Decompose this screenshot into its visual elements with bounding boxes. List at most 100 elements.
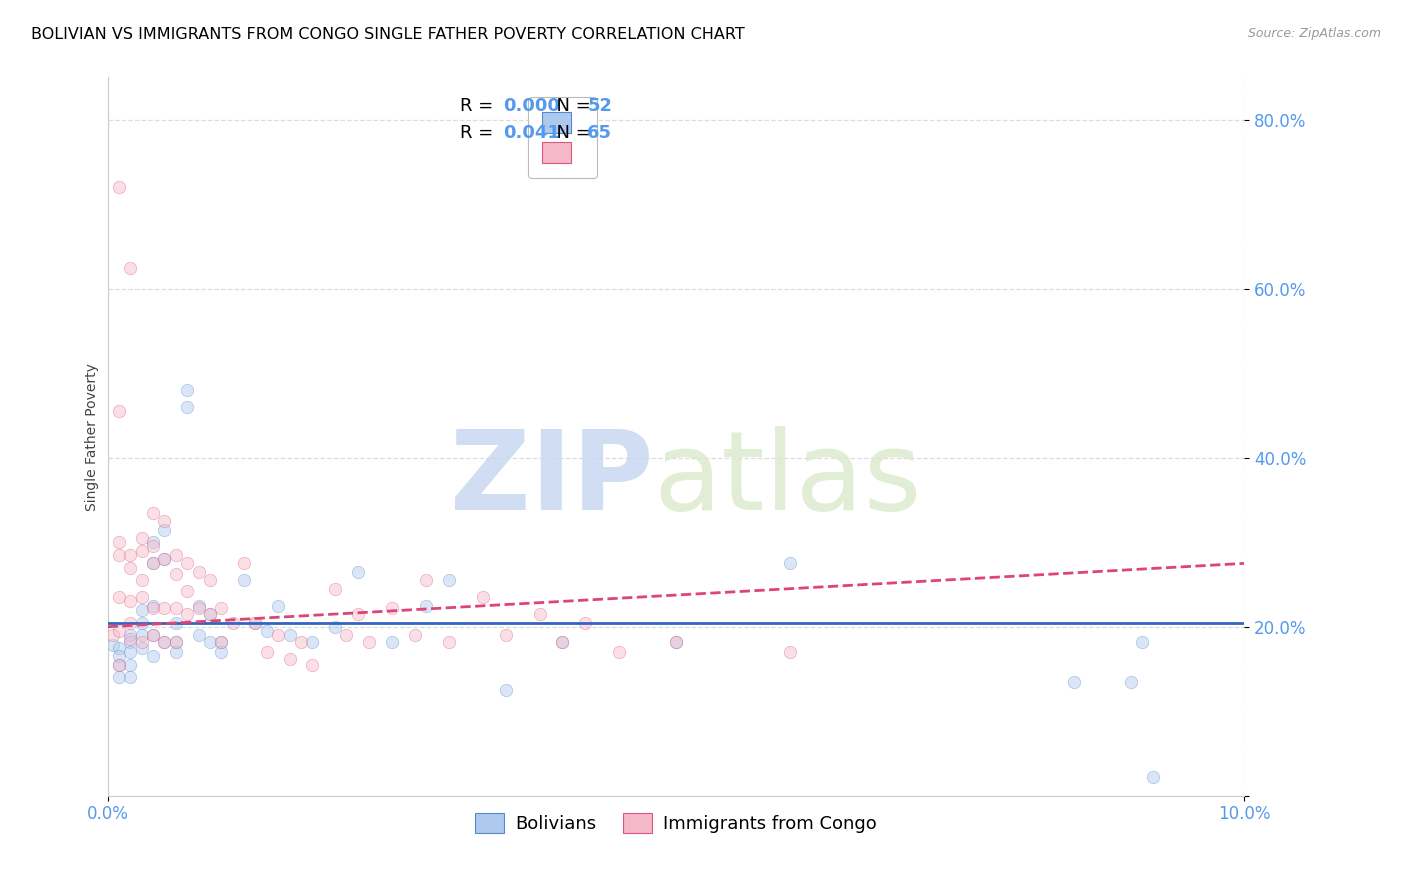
Point: [335, 628, 357, 642]
Point: [176, 557, 198, 571]
Point: [404, 628, 426, 642]
Point: [245, 615, 267, 630]
Text: atlas: atlas: [654, 426, 922, 533]
Point: [1142, 770, 1164, 784]
Point: [153, 552, 176, 566]
Point: [108, 649, 131, 664]
Text: 0.041: 0.041: [503, 125, 560, 143]
Point: [120, 670, 142, 684]
Point: [176, 400, 198, 414]
Point: [301, 635, 323, 649]
Point: [131, 590, 153, 604]
Text: N =: N =: [546, 97, 596, 115]
Point: [165, 615, 187, 630]
Point: [142, 557, 165, 571]
Point: [187, 599, 209, 613]
Point: [607, 645, 630, 659]
Point: [187, 601, 209, 615]
Point: [495, 628, 517, 642]
Text: BOLIVIAN VS IMMIGRANTS FROM CONGO SINGLE FATHER POVERTY CORRELATION CHART: BOLIVIAN VS IMMIGRANTS FROM CONGO SINGLE…: [31, 27, 745, 42]
Point: [120, 615, 142, 630]
Point: [120, 628, 142, 642]
Point: [142, 649, 165, 664]
Point: [131, 615, 153, 630]
Point: [574, 615, 596, 630]
Point: [153, 514, 176, 528]
Point: [108, 548, 131, 562]
Point: [108, 640, 131, 655]
Point: [233, 574, 256, 588]
Point: [142, 535, 165, 549]
Point: [108, 180, 131, 194]
Point: [131, 543, 153, 558]
Point: [176, 383, 198, 397]
Point: [381, 601, 404, 615]
Point: [278, 652, 301, 666]
Point: [415, 599, 437, 613]
Point: [267, 628, 290, 642]
Point: [198, 607, 221, 621]
Point: [209, 635, 232, 649]
Point: [108, 657, 131, 672]
Point: [415, 574, 437, 588]
Point: [131, 531, 153, 545]
Point: [131, 603, 153, 617]
Point: [198, 574, 221, 588]
Point: [108, 670, 131, 684]
Point: [120, 260, 142, 275]
Point: [779, 557, 801, 571]
Point: [437, 574, 460, 588]
Point: [153, 523, 176, 537]
Point: [437, 635, 460, 649]
Point: [551, 635, 574, 649]
Point: [131, 574, 153, 588]
Point: [290, 635, 312, 649]
Point: [165, 635, 187, 649]
Point: [381, 635, 404, 649]
Point: [323, 620, 346, 634]
Point: [665, 635, 688, 649]
Point: [245, 615, 267, 630]
Y-axis label: Single Father Poverty: Single Father Poverty: [86, 363, 100, 510]
Point: [267, 599, 290, 613]
Point: [153, 552, 176, 566]
Point: [209, 645, 232, 659]
Point: [142, 540, 165, 554]
Point: [131, 635, 153, 649]
Point: [301, 657, 323, 672]
Point: [108, 590, 131, 604]
Point: [103, 628, 125, 642]
Point: [198, 607, 221, 621]
Point: [153, 635, 176, 649]
Point: [120, 594, 142, 608]
Text: N =: N =: [546, 125, 596, 143]
Point: [165, 601, 187, 615]
Point: [165, 567, 187, 582]
Point: [120, 657, 142, 672]
Point: [209, 635, 232, 649]
Point: [108, 535, 131, 549]
Point: [120, 548, 142, 562]
Point: [108, 624, 131, 638]
Point: [131, 640, 153, 655]
Point: [176, 584, 198, 599]
Point: [665, 635, 688, 649]
Point: [187, 628, 209, 642]
Point: [142, 628, 165, 642]
Point: [142, 628, 165, 642]
Point: [359, 635, 381, 649]
Point: [209, 601, 232, 615]
Text: 52: 52: [588, 97, 613, 115]
Point: [103, 638, 125, 652]
Point: [108, 404, 131, 418]
Point: [198, 635, 221, 649]
Text: 65: 65: [588, 125, 613, 143]
Point: [120, 560, 142, 574]
Point: [165, 645, 187, 659]
Point: [142, 557, 165, 571]
Legend: , : ,: [529, 97, 596, 178]
Point: [142, 506, 165, 520]
Point: [165, 548, 187, 562]
Point: [256, 624, 278, 638]
Point: [529, 607, 551, 621]
